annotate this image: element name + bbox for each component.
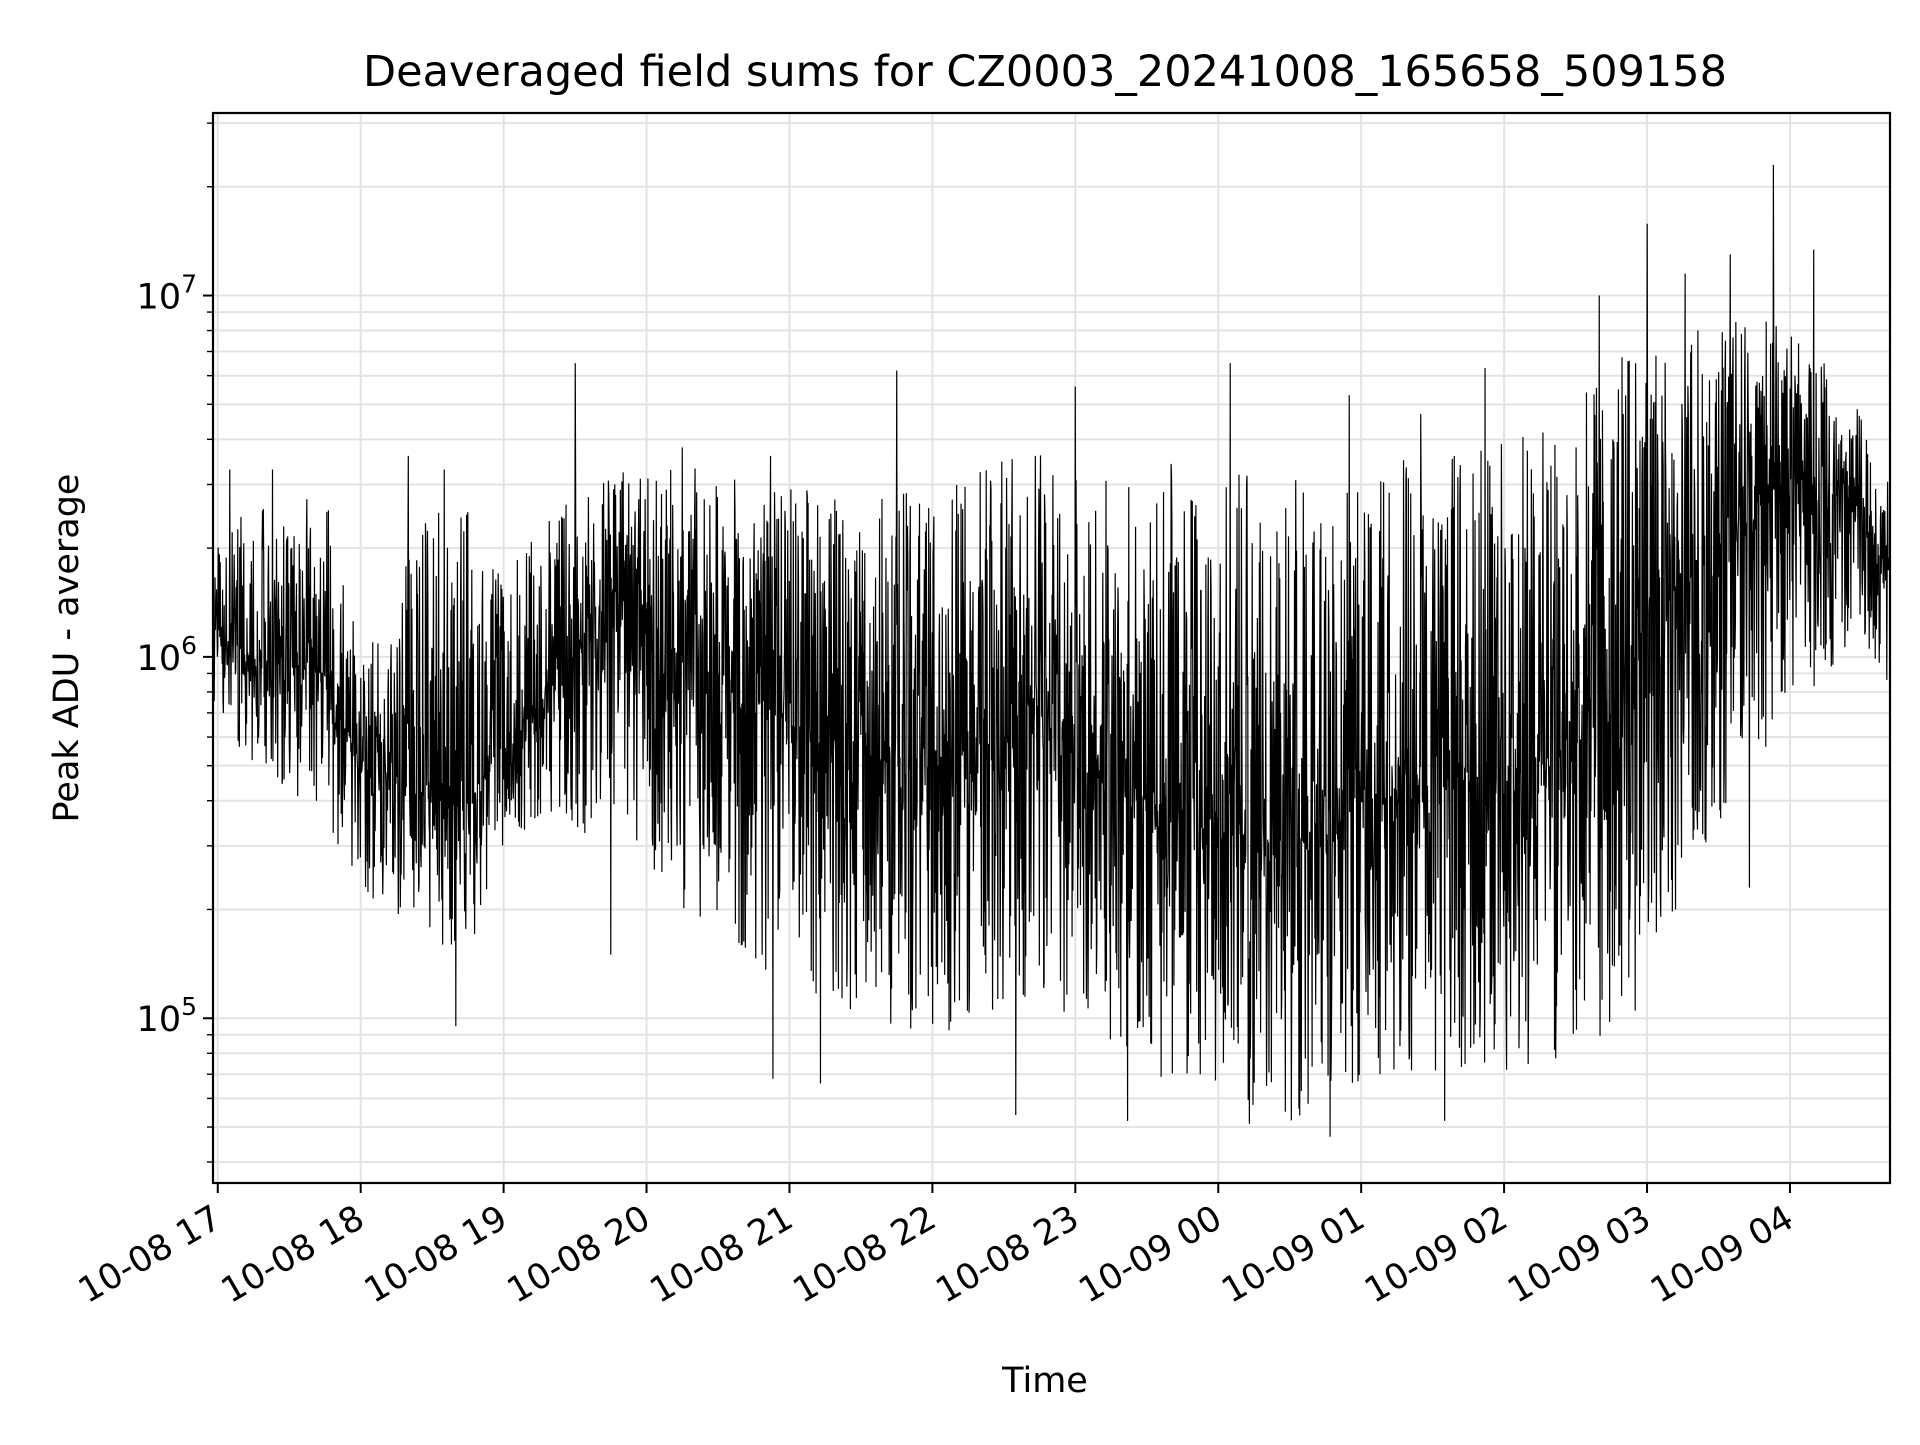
plot-area: [213, 164, 1890, 1137]
series-line: [213, 164, 1890, 1137]
y-tick-label: 107: [137, 270, 197, 318]
chart-title: Deaveraged field sums for CZ0003_2024100…: [363, 47, 1727, 97]
x-axis-label: Time: [1001, 1361, 1088, 1401]
series-group: [213, 164, 1890, 1137]
y-axis-label: Peak ADU - average: [47, 474, 87, 823]
plot-frame: [211, 111, 1892, 1185]
y-axis: 105 106 107: [137, 122, 213, 1163]
y-tick-label: 105: [137, 992, 197, 1040]
y-tick-label: 106: [137, 631, 197, 679]
